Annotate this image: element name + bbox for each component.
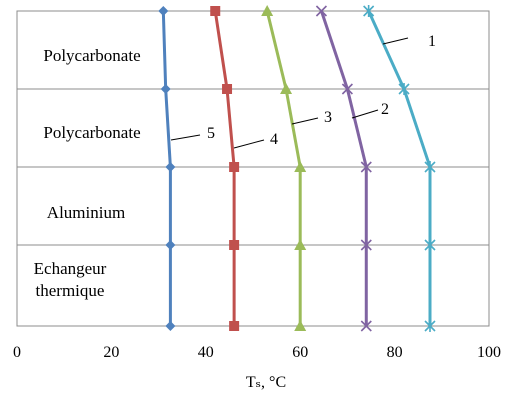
- data-point: [424, 161, 436, 173]
- data-point: [229, 162, 240, 172]
- data-point: [315, 5, 328, 17]
- layer-label: Aluminium: [47, 203, 125, 222]
- data-point: [360, 239, 372, 251]
- data-point: [158, 6, 169, 16]
- annotation-leader: [351, 109, 379, 119]
- data-point: [261, 5, 274, 16]
- data-point: [363, 5, 375, 17]
- layer-label: Polycarbonate: [43, 123, 140, 142]
- annotation-label: 5: [207, 125, 215, 142]
- annotation-leader: [291, 117, 319, 125]
- data-point: [229, 240, 240, 250]
- series-line-1: [367, 10, 432, 326]
- x-tick-label: 40: [198, 344, 214, 361]
- annotation-leader: [382, 37, 409, 45]
- annotation-leader: [170, 134, 201, 141]
- x-tick-label: 20: [103, 344, 119, 361]
- series-line-2: [320, 10, 368, 326]
- x-tick-label: 0: [13, 344, 21, 361]
- data-point: [360, 320, 372, 332]
- annotation-label: 2: [381, 101, 389, 118]
- data-point: [160, 84, 171, 94]
- data-point: [341, 83, 353, 95]
- annotation-label: 1: [428, 33, 436, 50]
- data-point: [165, 162, 176, 172]
- annotation-label: 3: [324, 109, 332, 126]
- data-point: [165, 321, 176, 331]
- data-point: [294, 320, 307, 331]
- data-point: [294, 239, 307, 250]
- layer-label: Polycarbonate: [43, 46, 140, 65]
- x-tick-label: 60: [292, 344, 308, 361]
- data-point: [294, 161, 307, 172]
- x-tick-label: 100: [477, 344, 501, 361]
- layer-label: Echangeur thermique: [34, 259, 107, 300]
- data-point: [229, 321, 240, 331]
- data-point: [398, 83, 410, 95]
- data-point: [424, 320, 436, 332]
- annotation-label: 4: [270, 131, 278, 148]
- data-point: [222, 84, 233, 94]
- data-point: [280, 83, 293, 94]
- data-point: [360, 161, 372, 173]
- plot-frame: [16, 10, 490, 327]
- data-point: [424, 239, 436, 251]
- x-tick-label: 80: [387, 344, 403, 361]
- annotation-leader: [233, 139, 265, 149]
- data-point: [165, 240, 176, 250]
- data-point: [210, 6, 221, 16]
- series-line-3: [265, 10, 302, 326]
- x-axis-label: Tₛ, °C: [246, 374, 286, 391]
